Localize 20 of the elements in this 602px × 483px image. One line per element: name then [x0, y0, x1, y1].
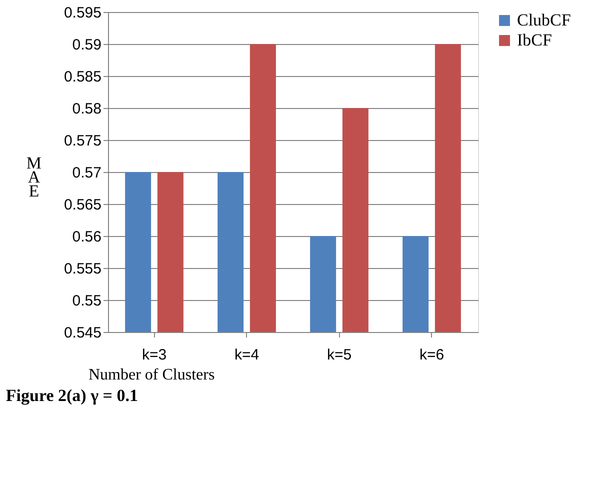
x-tick-label: k=6 — [419, 346, 444, 364]
y-tick-label: 0.57 — [72, 164, 102, 182]
y-tick-label: 0.575 — [64, 132, 102, 150]
x-tick-label: k=4 — [234, 346, 260, 364]
y-tick-label: 0.59 — [72, 36, 102, 54]
legend-label: IbCF — [517, 30, 552, 50]
y-tick-label: 0.58 — [72, 100, 102, 118]
y-axis-title: MAE — [26, 154, 42, 200]
y-tick-label: 0.56 — [72, 228, 102, 246]
y-tick-label: 0.545 — [64, 324, 102, 342]
y-tick-label: 0.565 — [64, 196, 102, 214]
y-tick-label: 0.595 — [64, 4, 102, 22]
x-axis-title: Number of Clusters — [88, 366, 215, 384]
y-tick-label: 0.555 — [64, 260, 102, 278]
x-tick-label: k=3 — [142, 346, 167, 364]
x-tick-label: k=5 — [326, 346, 352, 364]
text: Figure 2(a) γ = 0.1 — [6, 386, 138, 405]
legend-label: ClubCF — [517, 10, 571, 30]
y-tick-label: 0.585 — [64, 68, 102, 86]
y-tick-label: 0.55 — [72, 292, 102, 310]
